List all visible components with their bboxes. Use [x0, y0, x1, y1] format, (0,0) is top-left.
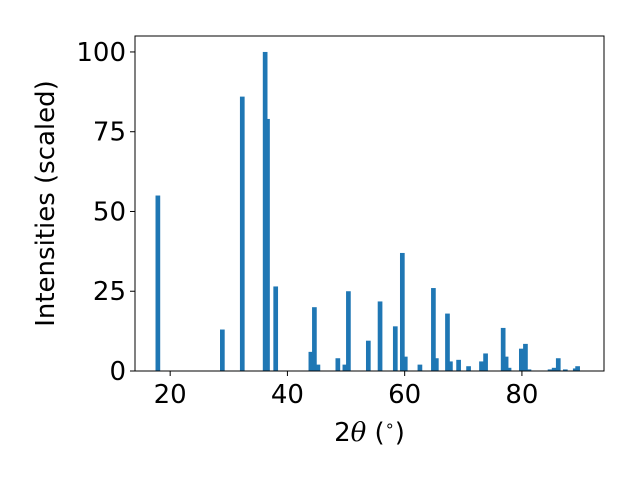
bar [551, 367, 557, 371]
bar [312, 307, 317, 371]
bar [315, 364, 321, 371]
bar [448, 361, 453, 371]
bar [466, 366, 471, 371]
y-tick-label: 25 [93, 277, 126, 307]
bar [335, 358, 341, 371]
bar [503, 356, 509, 371]
x-tick-label: 20 [154, 380, 187, 410]
x-axis-label-close: ) [395, 418, 405, 448]
y-tick-label: 75 [93, 118, 126, 148]
bar [431, 288, 436, 371]
bar [377, 301, 383, 371]
x-axis-label: 2θ (∘) [334, 416, 405, 448]
y-ticks-group: 0 25 50 75 100 [76, 38, 135, 387]
bar [392, 326, 398, 371]
x-ticks-group: 20 40 60 80 [154, 371, 538, 410]
bar [417, 364, 423, 371]
bar [265, 118, 270, 371]
y-tick-label: 0 [109, 357, 126, 387]
bar [220, 329, 225, 371]
bar [445, 313, 450, 371]
bar [575, 366, 580, 371]
bar [402, 356, 408, 371]
x-tick-label: 60 [388, 380, 421, 410]
bar [555, 358, 561, 371]
bar [562, 369, 568, 371]
x-tick-label: 80 [505, 380, 538, 410]
bar [342, 364, 348, 371]
bar [365, 340, 371, 371]
bars-group [155, 51, 580, 371]
bar [273, 286, 279, 371]
x-tick-label: 40 [271, 380, 304, 410]
y-tick-label: 50 [93, 197, 126, 227]
bar [547, 369, 553, 371]
bar [346, 291, 351, 371]
bar [308, 351, 314, 371]
x-axis-label-prefix: 2 [334, 418, 351, 448]
bar [518, 348, 524, 371]
bar [479, 361, 484, 371]
bar [239, 96, 245, 371]
x-axis-label-open: ( [366, 418, 384, 448]
x-axis-label-symbol: θ [351, 418, 367, 448]
y-axis-label: Intensities (scaled) [31, 80, 61, 327]
bar [433, 358, 439, 371]
bar [526, 369, 532, 371]
bar [506, 367, 512, 371]
bar [155, 195, 161, 371]
bar [399, 252, 405, 371]
bar [523, 343, 528, 371]
bar [456, 359, 461, 371]
plot-frame [134, 35, 605, 372]
bar [483, 353, 488, 371]
bar [500, 327, 506, 371]
y-tick-label: 100 [76, 38, 126, 68]
x-axis-label-unit: ∘ [385, 416, 395, 435]
